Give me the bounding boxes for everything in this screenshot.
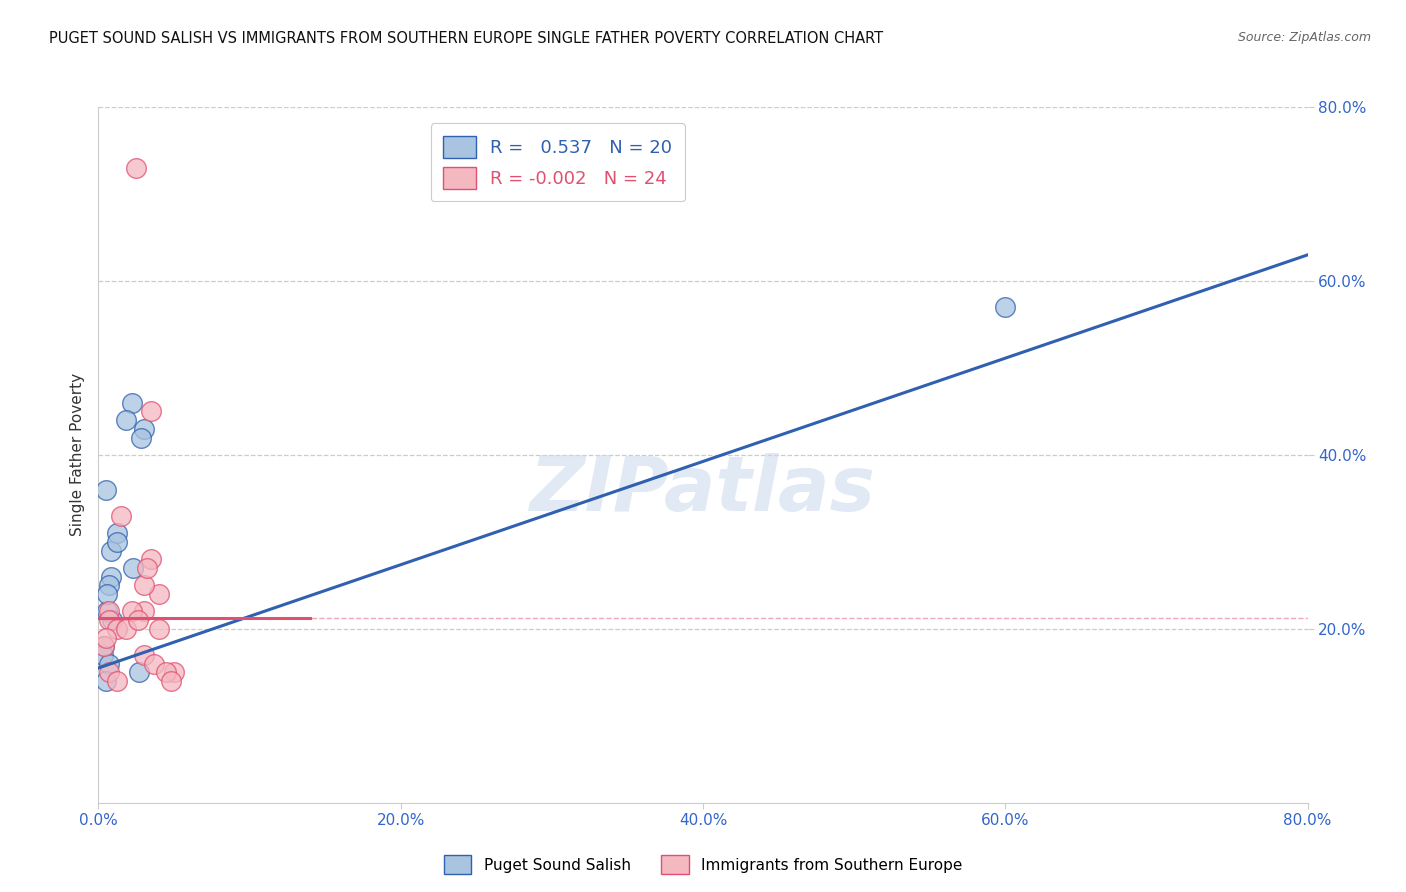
Text: PUGET SOUND SALISH VS IMMIGRANTS FROM SOUTHERN EUROPE SINGLE FATHER POVERTY CORR: PUGET SOUND SALISH VS IMMIGRANTS FROM SO…	[49, 31, 883, 46]
Point	[101, 613, 124, 627]
Point	[105, 622, 128, 636]
Point	[91, 648, 114, 662]
Point	[160, 674, 183, 689]
Point	[96, 605, 118, 619]
Point	[93, 639, 115, 653]
Y-axis label: Single Father Poverty: Single Father Poverty	[69, 374, 84, 536]
Point	[121, 605, 143, 619]
Point	[105, 674, 128, 689]
Point	[93, 639, 115, 653]
Point	[105, 526, 128, 541]
Point	[132, 648, 155, 662]
Point	[98, 657, 121, 671]
Point	[96, 587, 118, 601]
Text: ZIPatlas: ZIPatlas	[530, 453, 876, 526]
Point	[114, 413, 136, 427]
Legend: Puget Sound Salish, Immigrants from Southern Europe: Puget Sound Salish, Immigrants from Sout…	[437, 849, 969, 880]
Point	[128, 665, 150, 680]
Point	[98, 605, 121, 619]
Legend: R =   0.537   N = 20, R = -0.002   N = 24: R = 0.537 N = 20, R = -0.002 N = 24	[430, 123, 685, 202]
Point	[105, 534, 128, 549]
Point	[100, 570, 122, 584]
Point	[135, 561, 157, 575]
Point	[94, 631, 117, 645]
Point	[125, 161, 148, 175]
Point	[98, 665, 121, 680]
Point	[132, 578, 155, 592]
Point	[121, 395, 143, 409]
Point	[94, 483, 117, 497]
Point	[163, 665, 186, 680]
Point	[98, 613, 121, 627]
Point	[141, 404, 163, 418]
Point	[110, 508, 132, 523]
Point	[122, 561, 145, 575]
Point	[148, 587, 170, 601]
Point	[143, 657, 166, 671]
Point	[132, 422, 155, 436]
Point	[994, 300, 1017, 314]
Point	[114, 622, 136, 636]
Point	[148, 622, 170, 636]
Point	[100, 543, 122, 558]
Point	[129, 430, 152, 444]
Point	[127, 613, 149, 627]
Point	[98, 578, 121, 592]
Text: Source: ZipAtlas.com: Source: ZipAtlas.com	[1237, 31, 1371, 45]
Point	[94, 674, 117, 689]
Point	[141, 552, 163, 566]
Point	[132, 605, 155, 619]
Point	[155, 665, 177, 680]
